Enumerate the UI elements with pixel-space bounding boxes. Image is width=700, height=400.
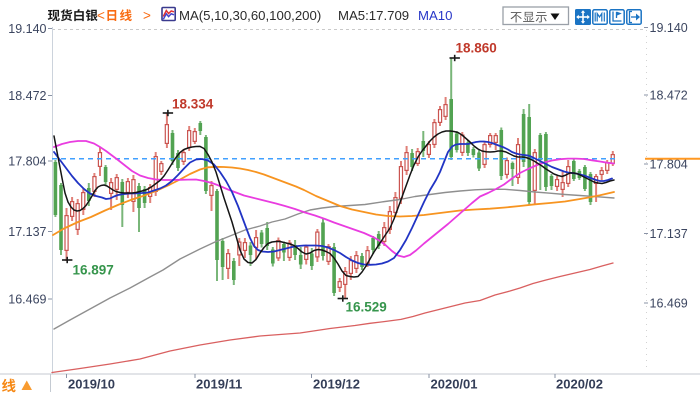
svg-text:2020/01: 2020/01 — [431, 377, 478, 392]
svg-text:2019/12: 2019/12 — [313, 377, 360, 392]
svg-text:>: > — [143, 8, 151, 23]
svg-text:18.860: 18.860 — [456, 41, 497, 56]
svg-text:18.472: 18.472 — [650, 88, 688, 102]
svg-text:2019/11: 2019/11 — [196, 377, 242, 392]
svg-text:MA10: MA10 — [418, 8, 452, 23]
svg-text:2019/10: 2019/10 — [68, 377, 115, 392]
svg-text:17.804: 17.804 — [650, 157, 688, 171]
svg-text:16.529: 16.529 — [346, 300, 387, 315]
svg-text:MA5:17.709: MA5:17.709 — [338, 8, 409, 23]
svg-text:<: < — [97, 8, 105, 23]
svg-text:16.897: 16.897 — [73, 263, 114, 278]
svg-text:16.469: 16.469 — [650, 296, 688, 310]
svg-text:18.472: 18.472 — [8, 89, 46, 103]
svg-text:17.137: 17.137 — [8, 225, 46, 239]
svg-text:17.804: 17.804 — [8, 154, 46, 168]
svg-text:18.334: 18.334 — [172, 97, 214, 112]
svg-text:MA(5,10,30,60,100,200): MA(5,10,30,60,100,200) — [179, 8, 321, 23]
svg-text:2020/02: 2020/02 — [556, 377, 603, 392]
svg-text:19.140: 19.140 — [8, 22, 46, 36]
svg-text:19.140: 19.140 — [650, 21, 688, 35]
svg-text:17.137: 17.137 — [650, 227, 688, 241]
svg-text:16.469: 16.469 — [8, 292, 46, 306]
